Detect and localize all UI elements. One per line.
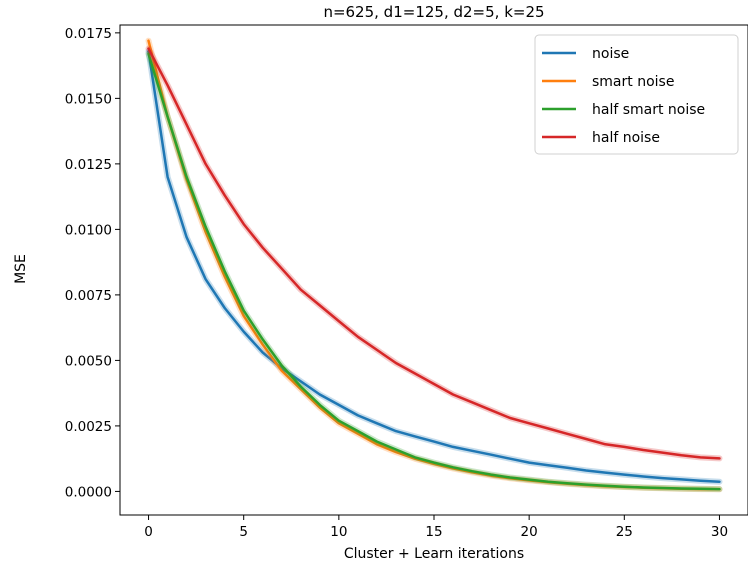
x-tick-label: 25	[616, 524, 633, 540]
y-tick-label: 0.0075	[65, 288, 112, 304]
legend-box	[534, 34, 739, 155]
y-tick-label: 0.0050	[65, 353, 112, 369]
y-axis-label: MSE	[13, 254, 29, 284]
x-tick-label: 30	[711, 524, 728, 540]
y-tick-label: 0.0150	[65, 91, 112, 107]
y-tick-label: 0.0100	[65, 222, 112, 238]
legend-label: smart noise	[592, 74, 674, 90]
series-layer	[145, 37, 723, 493]
x-axis-label: Cluster + Learn iterations	[344, 546, 524, 562]
y-tick-label: 0.0000	[65, 484, 112, 500]
y-tick-label: 0.0175	[65, 26, 112, 42]
series-line-noise	[147, 49, 721, 483]
y-tick-label: 0.0025	[65, 419, 112, 435]
series-line-half-noise	[147, 47, 721, 460]
x-tick-label: 20	[521, 524, 538, 540]
chart-title: n=625, d1=125, d2=5, k=25	[323, 3, 544, 21]
series-line-half-smart-noise	[147, 52, 721, 491]
x-tick-label: 0	[144, 524, 153, 540]
legend-label: half noise	[592, 130, 660, 146]
legend-label: half smart noise	[592, 102, 705, 118]
legend: noise smart noise half smart noise half noi…	[534, 34, 739, 155]
plot-frame	[119, 24, 748, 516]
y-tick-label: 0.0125	[65, 157, 112, 173]
ticks-layer: 0 5 10 15 20 25 30 0.0000 0.0025 0.0050 0.0075 0.01…	[65, 26, 728, 540]
x-tick-label: 5	[239, 524, 248, 540]
x-tick-label: 15	[425, 524, 442, 540]
legend-label: noise	[592, 46, 629, 62]
x-tick-label: 10	[330, 524, 347, 540]
